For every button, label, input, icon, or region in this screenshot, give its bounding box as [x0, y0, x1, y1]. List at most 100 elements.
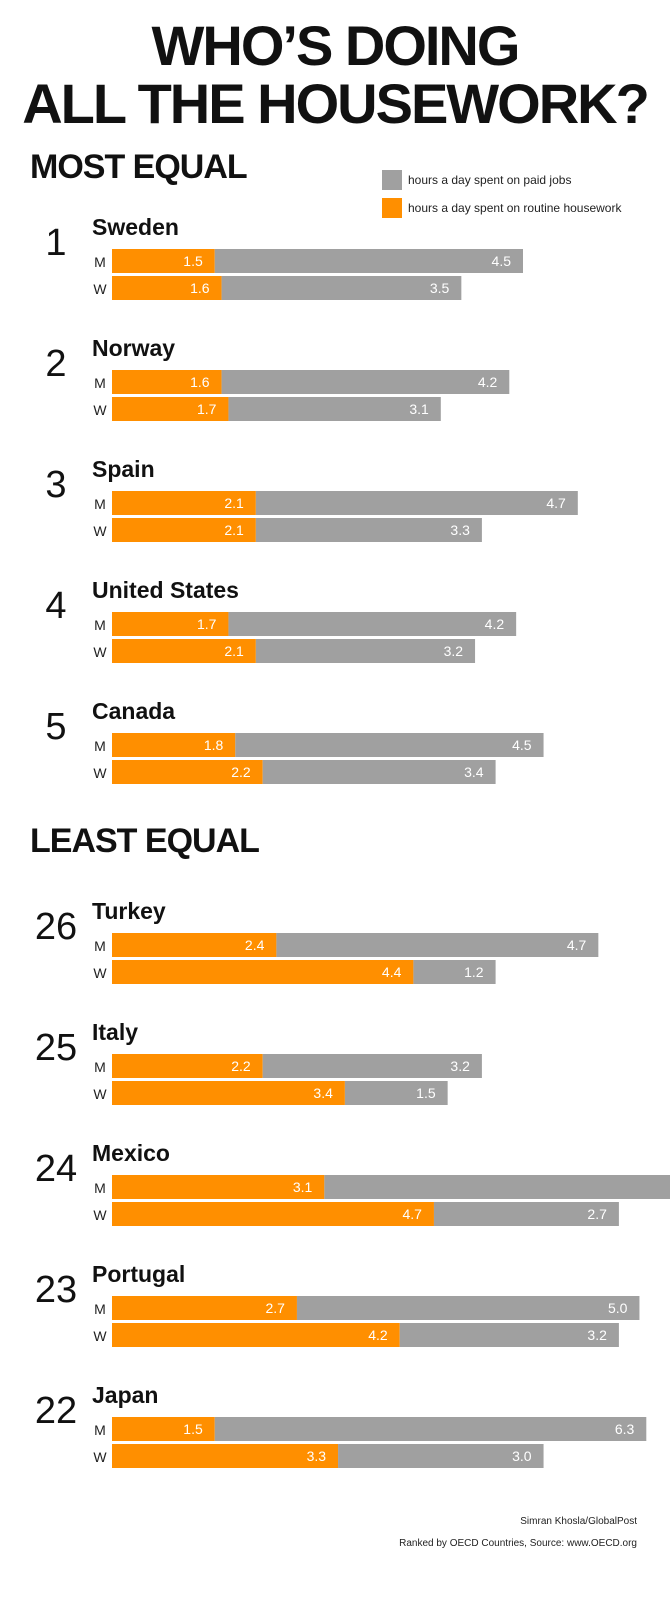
- row-label-mexico-w: W: [93, 1207, 107, 1223]
- value-paid-japan-w: 3.0: [512, 1448, 532, 1464]
- bar-housework-norway-w: [112, 397, 229, 421]
- rank-italy: 25: [35, 1027, 77, 1069]
- bar-housework-united-states-m: [112, 612, 229, 636]
- legend-item-housework: hours a day spent on routine housework: [382, 198, 621, 218]
- row-label-canada-m: M: [94, 738, 106, 754]
- row-label-italy-m: M: [94, 1059, 106, 1075]
- value-paid-united-states-m: 4.2: [485, 616, 505, 632]
- bar-housework-united-states-w: [112, 639, 256, 663]
- bar-paid-turkey-w: [413, 960, 496, 984]
- value-housework-mexico-w: 4.7: [402, 1206, 422, 1222]
- country-label-united-states: United States: [92, 577, 239, 603]
- legend-item-paid: hours a day spent on paid jobs: [382, 170, 571, 190]
- rank-canada: 5: [45, 706, 66, 748]
- bar-paid-spain-m: [255, 491, 578, 515]
- bar-housework-canada-m: [112, 733, 236, 757]
- bar-housework-italy-w: [112, 1081, 345, 1105]
- country-label-turkey: Turkey: [92, 898, 166, 924]
- value-paid-spain-w: 3.3: [450, 522, 470, 538]
- bar-housework-spain-m: [112, 491, 256, 515]
- value-paid-sweden-w: 3.5: [430, 280, 450, 296]
- bar-paid-turkey-m: [276, 933, 599, 957]
- value-housework-spain-w: 2.1: [224, 522, 244, 538]
- value-housework-turkey-m: 2.4: [245, 937, 265, 953]
- bar-paid-italy-m: [262, 1054, 482, 1078]
- rank-spain: 3: [45, 464, 66, 506]
- value-paid-japan-m: 6.3: [615, 1421, 635, 1437]
- bar-housework-sweden-m: [112, 249, 215, 273]
- bar-housework-japan-m: [112, 1417, 215, 1441]
- rank-portugal: 23: [35, 1269, 77, 1311]
- bar-housework-portugal-m: [112, 1296, 297, 1320]
- value-paid-canada-m: 4.5: [512, 737, 532, 753]
- row-label-united-states-m: M: [94, 617, 106, 633]
- bar-paid-spain-w: [255, 518, 482, 542]
- bar-paid-italy-w: [344, 1081, 448, 1105]
- value-paid-italy-m: 3.2: [450, 1058, 470, 1074]
- bar-housework-mexico-w: [112, 1202, 434, 1226]
- value-housework-united-states-w: 2.1: [224, 643, 244, 659]
- value-housework-italy-m: 2.2: [231, 1058, 251, 1074]
- value-paid-mexico-w: 2.7: [587, 1206, 607, 1222]
- bar-paid-norway-m: [221, 370, 510, 394]
- value-housework-portugal-m: 2.7: [265, 1300, 285, 1316]
- bar-paid-portugal-w: [399, 1323, 619, 1347]
- rank-turkey: 26: [35, 906, 77, 948]
- value-paid-italy-w: 1.5: [416, 1085, 436, 1101]
- value-housework-norway-m: 1.6: [190, 374, 210, 390]
- value-housework-japan-m: 1.5: [183, 1421, 203, 1437]
- bar-housework-japan-w: [112, 1444, 339, 1468]
- value-housework-canada-m: 1.8: [204, 737, 224, 753]
- country-label-japan: Japan: [92, 1382, 158, 1408]
- rank-sweden: 1: [45, 222, 66, 264]
- row-label-portugal-m: M: [94, 1301, 106, 1317]
- legend-label-housework: hours a day spent on routine housework: [408, 201, 622, 215]
- value-housework-japan-w: 3.3: [307, 1448, 327, 1464]
- rank-mexico: 24: [35, 1148, 77, 1190]
- value-paid-norway-m: 4.2: [478, 374, 498, 390]
- row-label-united-states-w: W: [93, 644, 107, 660]
- value-paid-turkey-m: 4.7: [567, 937, 587, 953]
- bar-housework-turkey-m: [112, 933, 277, 957]
- row-label-canada-w: W: [93, 765, 107, 781]
- bar-paid-canada-w: [262, 760, 496, 784]
- legend-swatch-paid: [382, 170, 402, 190]
- value-housework-canada-w: 2.2: [231, 764, 251, 780]
- country-label-sweden: Sweden: [92, 214, 179, 240]
- bar-paid-sweden-w: [221, 276, 462, 300]
- row-label-sweden-w: W: [93, 281, 107, 297]
- value-housework-turkey-w: 4.4: [382, 964, 402, 980]
- title-line-2: ALL THE HOUSEWORK?: [22, 72, 650, 135]
- bar-paid-mexico-m: [324, 1175, 670, 1199]
- value-housework-portugal-w: 4.2: [368, 1327, 388, 1343]
- rank-united-states: 4: [45, 585, 66, 627]
- bar-housework-mexico-m: [112, 1175, 325, 1199]
- legend-label-paid: hours a day spent on paid jobs: [408, 173, 572, 187]
- bar-paid-united-states-m: [228, 612, 517, 636]
- country-label-mexico: Mexico: [92, 1140, 170, 1166]
- bar-paid-mexico-w: [433, 1202, 619, 1226]
- bar-paid-norway-w: [228, 397, 441, 421]
- country-label-norway: Norway: [92, 335, 175, 361]
- country-label-spain: Spain: [92, 456, 155, 482]
- bar-housework-sweden-w: [112, 276, 222, 300]
- row-label-portugal-w: W: [93, 1328, 107, 1344]
- row-label-norway-m: M: [94, 375, 106, 391]
- row-label-japan-w: W: [93, 1449, 107, 1465]
- rank-norway: 2: [45, 343, 66, 385]
- value-housework-sweden-w: 1.6: [190, 280, 210, 296]
- bar-housework-turkey-w: [112, 960, 414, 984]
- bar-housework-norway-m: [112, 370, 222, 394]
- value-housework-united-states-m: 1.7: [197, 616, 217, 632]
- country-label-portugal: Portugal: [92, 1261, 185, 1287]
- bar-housework-italy-m: [112, 1054, 263, 1078]
- row-label-sweden-m: M: [94, 254, 106, 270]
- value-housework-spain-m: 2.1: [224, 495, 244, 511]
- value-paid-portugal-m: 5.0: [608, 1300, 628, 1316]
- bar-paid-sweden-m: [214, 249, 523, 273]
- country-label-italy: Italy: [92, 1019, 138, 1045]
- value-paid-spain-m: 4.7: [546, 495, 566, 511]
- bar-paid-canada-m: [235, 733, 544, 757]
- rank-japan: 22: [35, 1390, 77, 1432]
